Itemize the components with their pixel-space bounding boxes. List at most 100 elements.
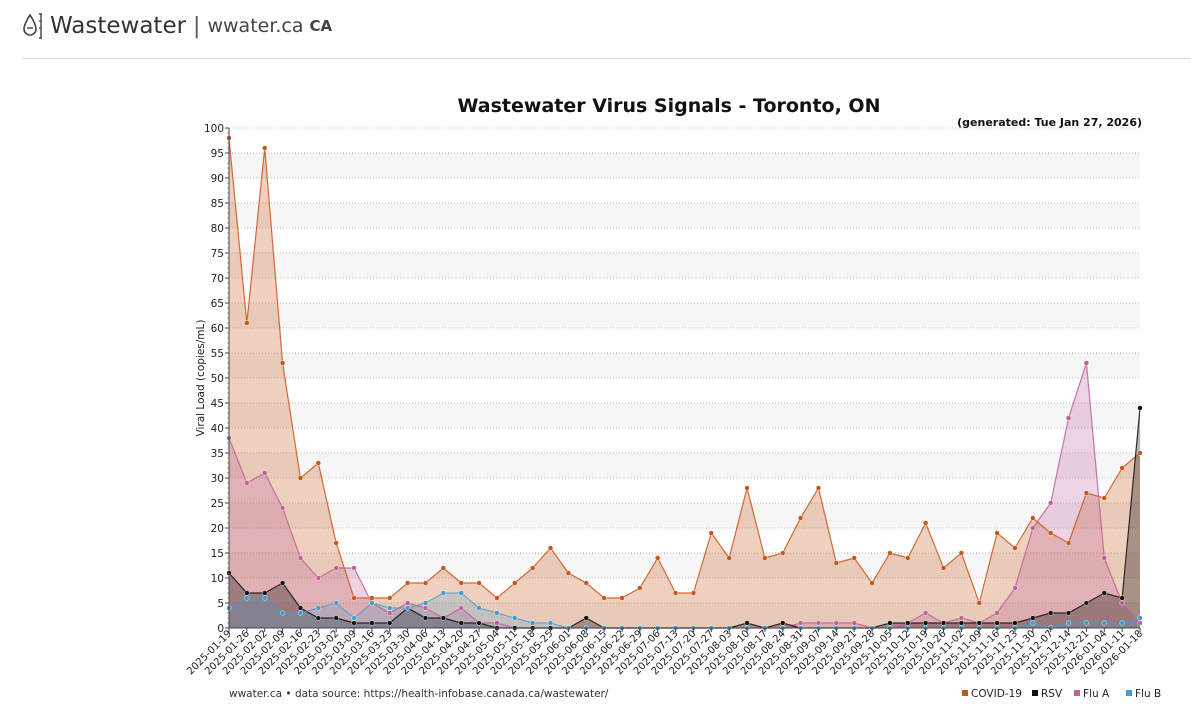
point-covid [422,580,429,586]
data-source-footer[interactable]: wwater.ca • data source: https://health-… [229,688,609,700]
legend-swatch-flub [1126,690,1132,696]
point-covid [494,595,500,601]
y-tick-label: 80 [211,223,224,235]
point-covid [244,320,250,326]
point-rsv [1030,615,1036,621]
point-rsv [958,620,964,626]
point-covid [315,460,321,466]
y-tick-label: 90 [211,173,224,185]
point-covid [547,545,554,551]
point-covid [940,565,947,571]
y-tick-label: 30 [211,473,224,485]
point-covid [583,580,589,586]
point-covid [762,555,768,561]
point-rsv [351,620,357,626]
point-rsv [279,580,286,586]
point-flub [476,605,482,611]
point-covid [530,565,536,571]
point-flua [1048,500,1054,506]
point-flua [1065,415,1072,421]
point-covid [887,550,893,556]
point-flub [530,620,536,626]
plot-band [229,228,1140,253]
point-covid [833,560,839,566]
point-rsv [387,620,393,626]
point-covid [798,515,804,521]
y-tick-label: 60 [211,323,224,335]
point-flua [422,605,429,611]
point-flub [244,595,250,601]
plot-band [229,178,1140,203]
point-rsv [297,605,304,611]
point-covid [744,485,750,491]
point-flua [315,575,321,581]
plot-band [229,453,1140,478]
point-covid [1137,450,1143,456]
point-rsv [1101,590,1107,596]
y-tick-label: 10 [211,573,224,585]
point-covid [458,580,464,586]
plot-background [229,128,1140,628]
point-covid [351,595,357,601]
point-covid [512,580,518,586]
point-flua [244,480,250,486]
point-rsv [923,620,929,626]
point-flub [262,595,268,601]
point-covid [387,595,393,601]
point-rsv [333,615,339,621]
legend-label-covid: COVID-19 [971,688,1022,700]
point-covid [672,590,679,596]
site-domain[interactable]: wwater.ca [207,15,304,37]
point-flub [369,600,375,606]
plot-band [229,403,1140,428]
point-covid [369,595,375,601]
line-covid [228,137,1141,606]
plot-band [229,578,1140,603]
point-rsv [1083,600,1090,606]
point-flua [958,615,964,621]
point-covid [619,595,625,601]
point-rsv [887,620,893,626]
legend-swatch-flua [1074,690,1080,696]
gridlines [229,127,1140,629]
y-tick-label: 15 [211,548,224,560]
point-covid [1030,515,1036,521]
header-divider [22,58,1191,59]
point-flua [333,565,339,571]
brand-separator: | [193,13,201,39]
brand-name[interactable]: Wastewater [50,13,187,39]
point-covid [333,540,339,546]
point-rsv [905,620,911,626]
point-covid [780,550,786,556]
point-flub [1101,620,1107,626]
plot-band [229,153,1140,178]
plot-band [229,328,1140,353]
y-tick-label: 70 [211,273,224,285]
point-flua [494,620,500,626]
y-tick-label: 0 [217,623,224,635]
x-axis-ticks: 2025-01-192025-01-262025-02-022025-02-09… [185,628,1145,677]
point-covid [476,580,482,586]
point-flub [1119,620,1125,626]
point-covid [405,580,411,586]
y-tick-label: 100 [204,123,224,135]
point-rsv [994,620,1000,626]
point-rsv [744,620,750,626]
point-flub [333,600,339,606]
point-flua [1119,600,1125,606]
y-tick-label: 75 [211,248,224,260]
legend-label-flub: Flu B [1135,688,1161,700]
point-flua [798,620,804,626]
point-flub [512,615,518,621]
legend-label-rsv: RSV [1041,688,1063,700]
plot-band [229,528,1140,553]
point-flua [1137,620,1143,626]
plot-band [229,503,1140,528]
point-covid [279,360,286,366]
point-rsv [369,620,375,626]
point-flub [1083,620,1090,626]
y-tick-label: 50 [211,373,224,385]
point-flub [1065,620,1072,626]
point-rsv [583,615,589,621]
point-flub [494,610,500,616]
